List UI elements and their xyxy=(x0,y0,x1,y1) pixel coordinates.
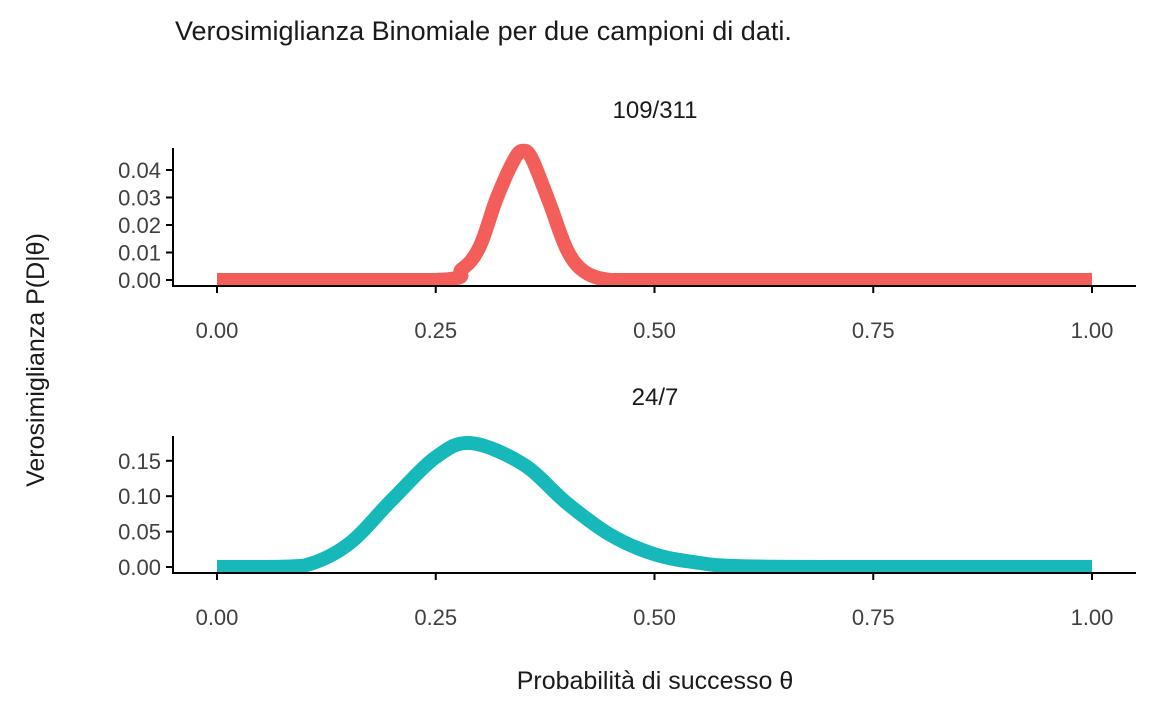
panel-109-311: 109/311 0.000.010.020.030.040.00 0.25 0.50… xyxy=(118,97,1136,343)
likelihood-line xyxy=(217,143,1092,288)
y-tick-label: 0.00 xyxy=(118,555,161,580)
x-tick-label: 0.75 xyxy=(852,318,895,343)
x-tick-label: 1.00 xyxy=(1071,605,1114,630)
x-tick-label: 0.50 xyxy=(633,318,676,343)
y-tick-label: 0.15 xyxy=(118,449,161,474)
y-tick-label: 0.01 xyxy=(118,241,161,266)
y-tick-label: 0.00 xyxy=(118,268,161,293)
x-tick-label: 1.00 xyxy=(1071,318,1114,343)
y-tick-label: 0.10 xyxy=(118,484,161,509)
x-tick-label: 0.00 xyxy=(196,318,239,343)
y-tick-label: 0.02 xyxy=(118,213,161,238)
x-tick-label: 0.25 xyxy=(414,605,457,630)
panel-title: 24/7 xyxy=(632,384,679,411)
x-tick-label: 0.00 xyxy=(196,605,239,630)
y-tick-label: 0.03 xyxy=(118,186,161,211)
likelihood-line xyxy=(217,435,1092,575)
panel-title: 109/311 xyxy=(613,97,698,124)
y-axis-label: Verosimiglianza P(D|θ) xyxy=(22,233,50,487)
y-tick-label: 0.05 xyxy=(118,520,161,545)
panel-24-7: 24/7 0.00 0.05 0.10 0.15 0.00 0.25 0.50 0.75 1.0… xyxy=(118,384,1136,630)
x-axis-label: Probabilità di successo θ xyxy=(517,667,794,695)
x-tick-label: 0.75 xyxy=(852,605,895,630)
y-tick-label: 0.04 xyxy=(118,158,161,183)
x-tick-label: 0.25 xyxy=(414,318,457,343)
chart-title: Verosimiglianza Binomiale per due campio… xyxy=(175,16,792,46)
x-tick-label: 0.50 xyxy=(633,605,676,630)
